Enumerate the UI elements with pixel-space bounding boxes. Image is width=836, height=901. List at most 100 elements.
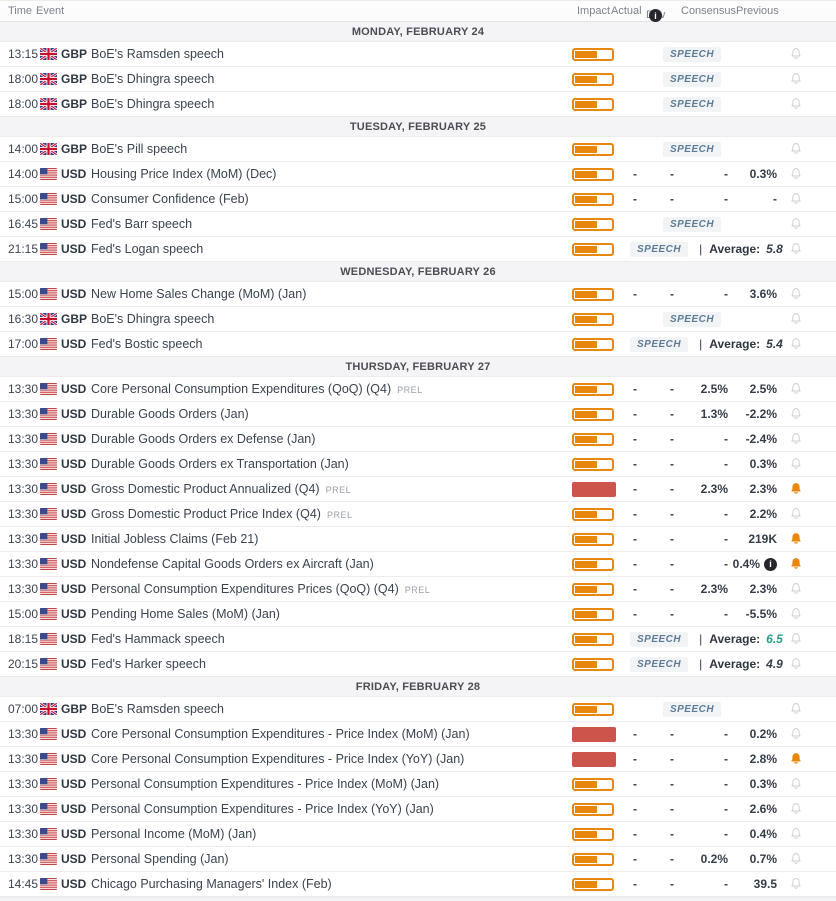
alert-bell-icon[interactable] xyxy=(781,166,817,182)
event-row[interactable]: 13:30 USD Personal Consumption Expenditure… xyxy=(0,772,836,797)
event-row[interactable]: 13:30 USD Initial Jobless Claims (Feb 21) -… xyxy=(0,527,836,552)
event-row[interactable]: 15:00 USD Pending Home Sales (MoM) (Jan) - -… xyxy=(0,602,836,627)
alert-bell-icon[interactable] xyxy=(781,606,817,622)
alert-bell-icon[interactable] xyxy=(781,876,817,892)
alert-bell-icon[interactable] xyxy=(781,656,817,672)
alert-bell-icon-active[interactable] xyxy=(781,556,817,572)
alert-bell-icon[interactable] xyxy=(781,506,817,522)
event-row[interactable]: 16:30 GBP BoE's Dhingra speech SPEECH xyxy=(0,307,836,332)
alert-bell-icon[interactable] xyxy=(781,851,817,867)
event-row[interactable]: 13:30 USD Durable Goods Orders (Jan) - - 1.3%… xyxy=(0,402,836,427)
event-row[interactable]: 13:30 USD Personal Consumption Expenditure… xyxy=(0,797,836,822)
impact-bar-fill xyxy=(575,50,597,58)
alert-bell-icon[interactable] xyxy=(781,826,817,842)
event-title: Core Personal Consumption Expenditures -… xyxy=(91,752,465,766)
alert-bell-icon[interactable] xyxy=(781,191,817,207)
revised-info-icon[interactable]: i xyxy=(764,557,777,571)
alert-bell-icon[interactable] xyxy=(781,96,817,112)
deviation-value: - xyxy=(670,382,674,396)
event-row[interactable]: 20:15 USD Fed's Harker speech SPEECH | Averag… xyxy=(0,652,836,677)
event-row[interactable]: 15:00 USD New Home Sales Change (MoM) (Jan… xyxy=(0,282,836,307)
impact-indicator-medium xyxy=(565,657,617,671)
impact-bar-medium xyxy=(572,557,614,571)
event-row[interactable]: 14:00 GBP BoE's Pill speech SPEECH xyxy=(0,137,836,162)
consensus-value: 0.2% xyxy=(700,852,728,866)
event-row[interactable]: 13:30 USD Gross Domestic Product Price Ind… xyxy=(0,502,836,527)
impact-bar-medium xyxy=(572,432,614,446)
event-time: 15:00 xyxy=(8,287,39,301)
event-row[interactable]: 13:30 USD Core Personal Consumption Expend… xyxy=(0,747,836,772)
alert-bell-icon[interactable] xyxy=(781,216,817,232)
event-row[interactable]: 18:00 GBP BoE's Dhingra speech SPEECH xyxy=(0,92,836,117)
previous-value: 0.3% xyxy=(749,777,777,791)
impact-indicator-medium xyxy=(565,337,617,351)
alert-bell-icon-active[interactable] xyxy=(781,751,817,767)
alert-bell-icon[interactable] xyxy=(781,701,817,717)
previous-value: 0.2% xyxy=(749,727,777,741)
event-row[interactable]: 18:00 GBP BoE's Dhingra speech SPEECH xyxy=(0,67,836,92)
event-row[interactable]: 16:45 USD Fed's Barr speech SPEECH xyxy=(0,212,836,237)
alert-bell-icon[interactable] xyxy=(781,241,817,257)
event-title: Pending Home Sales (MoM) (Jan) xyxy=(91,607,280,621)
impact-bar-medium xyxy=(572,217,614,231)
alert-bell-icon[interactable] xyxy=(781,46,817,62)
col-header-actual: Actual xyxy=(611,5,642,17)
alert-bell-icon[interactable] xyxy=(781,456,817,472)
consensus-value: - xyxy=(724,557,728,571)
impact-bar-fill xyxy=(575,410,597,418)
event-row[interactable]: 14:45 USD Chicago Purchasing Managers' Ind… xyxy=(0,872,836,897)
event-title-cell: Gross Domestic Product Price Index (Q4) P… xyxy=(91,507,565,521)
currency-code: USD xyxy=(61,457,87,471)
alert-bell-icon[interactable] xyxy=(781,336,817,352)
event-time: 13:30 xyxy=(8,532,39,546)
event-row[interactable]: 13:30 USD Durable Goods Orders ex Defense … xyxy=(0,427,836,452)
actual-value: - xyxy=(633,582,637,596)
event-row[interactable]: 15:00 USD Consumer Confidence (Feb) - - - - xyxy=(0,187,836,212)
event-row[interactable]: 13:30 USD Core Personal Consumption Expend… xyxy=(0,722,836,747)
alert-bell-icon[interactable] xyxy=(781,631,817,647)
event-row[interactable]: 13:30 USD Nondefense Capital Goods Orders … xyxy=(0,552,836,577)
impact-bar-medium xyxy=(572,242,614,256)
event-row[interactable]: 13:30 USD Gross Domestic Product Annualize… xyxy=(0,477,836,502)
event-row[interactable]: 13:30 USD Core Personal Consumption Expend… xyxy=(0,377,836,402)
alert-bell-icon[interactable] xyxy=(781,776,817,792)
alert-bell-icon[interactable] xyxy=(781,311,817,327)
alert-bell-icon[interactable] xyxy=(781,726,817,742)
event-row[interactable]: 13:30 USD Personal Consumption Expenditure… xyxy=(0,577,836,602)
actual-value: - xyxy=(633,407,637,421)
alert-bell-icon[interactable] xyxy=(781,406,817,422)
event-row[interactable]: 13:30 USD Personal Income (MoM) (Jan) - - - 0.… xyxy=(0,822,836,847)
event-time: 13:30 xyxy=(8,582,39,596)
alert-bell-icon[interactable] xyxy=(781,581,817,597)
event-row[interactable]: 13:30 USD Durable Goods Orders ex Transpor… xyxy=(0,452,836,477)
actual-value: - xyxy=(633,457,637,471)
event-title: Nondefense Capital Goods Orders ex Aircr… xyxy=(91,557,374,571)
us-flag-icon xyxy=(40,168,57,180)
previous-cell: 2.3% xyxy=(731,482,781,496)
event-row[interactable]: 17:00 USD Fed's Bostic speech SPEECH | Averag… xyxy=(0,332,836,357)
event-title: Fed's Bostic speech xyxy=(91,337,203,351)
event-row[interactable]: 13:15 GBP BoE's Ramsden speech SPEECH xyxy=(0,42,836,67)
alert-bell-icon[interactable] xyxy=(781,381,817,397)
currency-code: USD xyxy=(61,827,87,841)
alert-bell-icon-active[interactable] xyxy=(781,531,817,547)
consensus-value: - xyxy=(724,752,728,766)
event-row[interactable]: 14:00 USD Housing Price Index (MoM) (Dec) -… xyxy=(0,162,836,187)
impact-bar-medium xyxy=(572,507,614,521)
event-title-cell: Personal Income (MoM) (Jan) xyxy=(91,827,565,841)
impact-bar-medium xyxy=(572,287,614,301)
event-row[interactable]: 07:00 GBP BoE's Ramsden speech SPEECH xyxy=(0,697,836,722)
dev-info-icon[interactable]: i xyxy=(649,9,662,22)
alert-bell-icon[interactable] xyxy=(781,71,817,87)
event-row[interactable]: 13:30 USD Personal Spending (Jan) - - 0.2% 0.7… xyxy=(0,847,836,872)
alert-bell-icon[interactable] xyxy=(781,431,817,447)
event-row[interactable]: 21:15 USD Fed's Logan speech SPEECH | Average… xyxy=(0,237,836,262)
alert-bell-icon[interactable] xyxy=(781,141,817,157)
event-row[interactable]: 18:15 USD Fed's Hammack speech SPEECH | Avera… xyxy=(0,627,836,652)
previous-value: - xyxy=(773,192,777,206)
alert-bell-icon[interactable] xyxy=(781,286,817,302)
alert-bell-icon[interactable] xyxy=(781,801,817,817)
actual-value: - xyxy=(633,532,637,546)
alert-bell-icon-active[interactable] xyxy=(781,481,817,497)
